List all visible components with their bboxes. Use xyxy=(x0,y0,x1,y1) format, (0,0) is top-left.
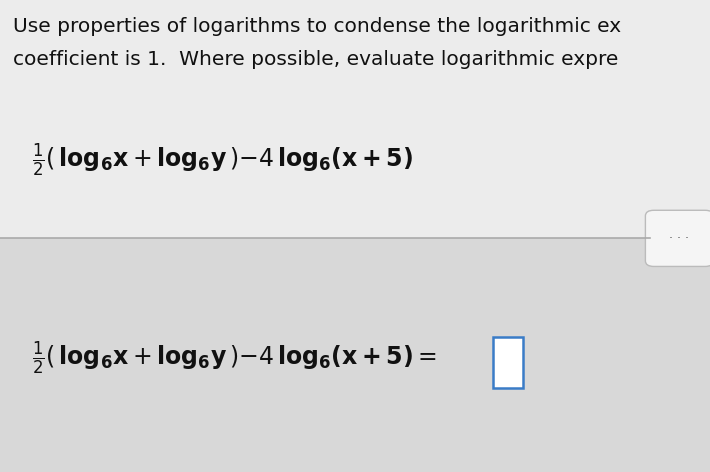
Text: · · ·: · · · xyxy=(670,232,689,245)
Text: $\frac{1}{2}$$(\,\mathbf{log}_{\mathbf{6}}\mathbf{x} + \mathbf{log}_{\mathbf{6}}: $\frac{1}{2}$$(\,\mathbf{log}_{\mathbf{6… xyxy=(32,340,437,378)
FancyBboxPatch shape xyxy=(493,337,523,388)
Text: $\frac{1}{2}$$(\,\mathbf{log}_{\mathbf{6}}\mathbf{x} + \mathbf{log}_{\mathbf{6}}: $\frac{1}{2}$$(\,\mathbf{log}_{\mathbf{6… xyxy=(32,142,413,179)
Bar xyxy=(0,0,710,238)
Text: Use properties of logarithms to condense the logarithmic ex: Use properties of logarithms to condense… xyxy=(13,17,621,35)
Text: coefficient is 1.  Where possible, evaluate logarithmic expre: coefficient is 1. Where possible, evalua… xyxy=(13,50,618,68)
FancyBboxPatch shape xyxy=(645,211,710,266)
Bar xyxy=(0,238,710,472)
